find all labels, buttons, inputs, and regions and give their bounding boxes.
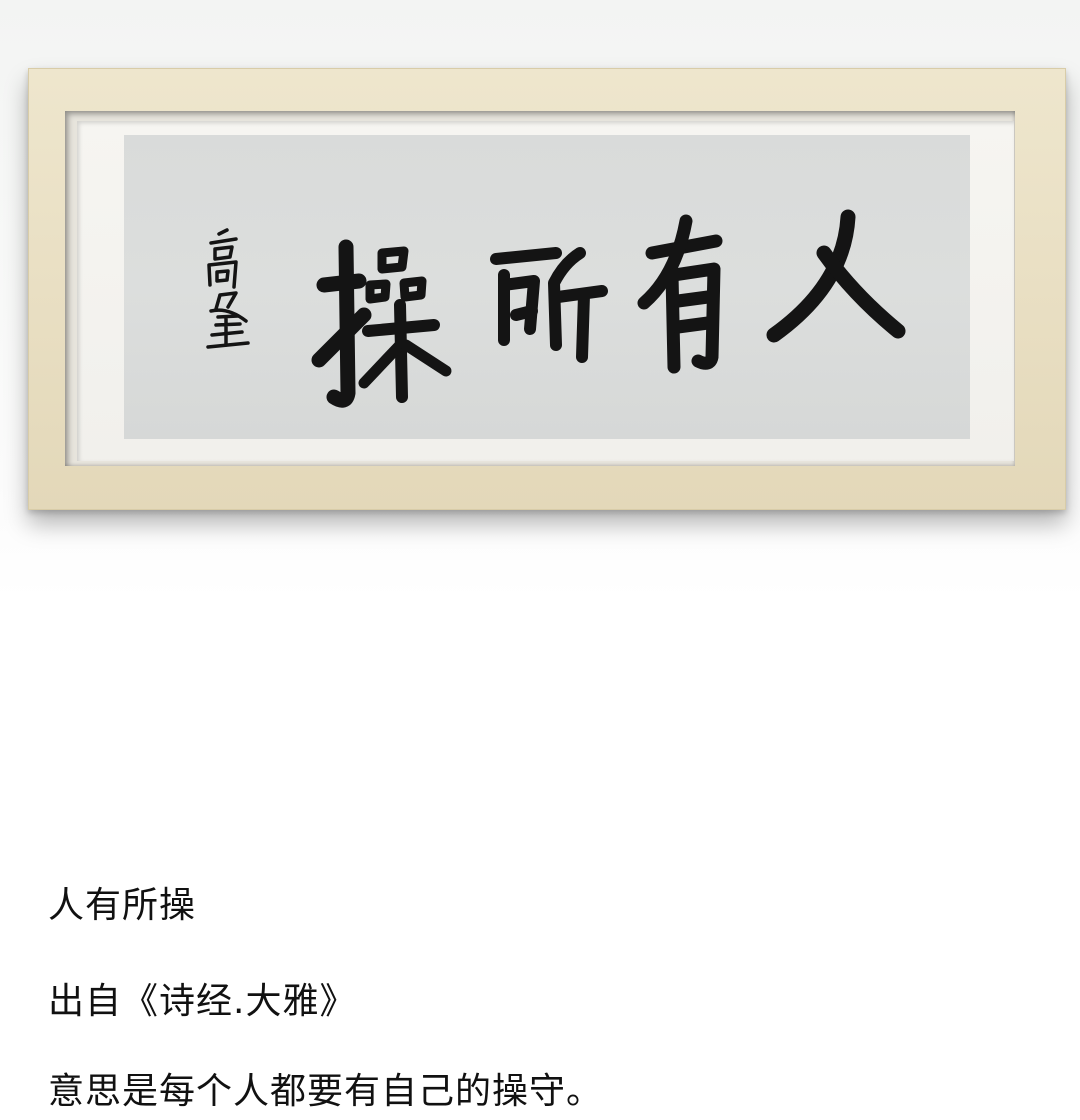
calligraphy-strokes <box>206 209 906 408</box>
caption-title: 人有所操 <box>48 885 197 926</box>
picture-frame <box>28 68 1066 510</box>
photo <box>0 0 1080 600</box>
calligraphy-paper <box>124 135 970 439</box>
character-suo <box>490 247 608 363</box>
character-ren <box>766 209 906 343</box>
calligraphy-artwork <box>206 209 906 408</box>
signature-seal <box>206 228 250 349</box>
caption-meaning: 意思是每个人都要有自己的操守。 <box>48 1071 604 1112</box>
character-you <box>637 214 723 374</box>
character-cao <box>311 239 452 408</box>
caption-source: 出自《诗经.大雅》 <box>48 981 357 1022</box>
